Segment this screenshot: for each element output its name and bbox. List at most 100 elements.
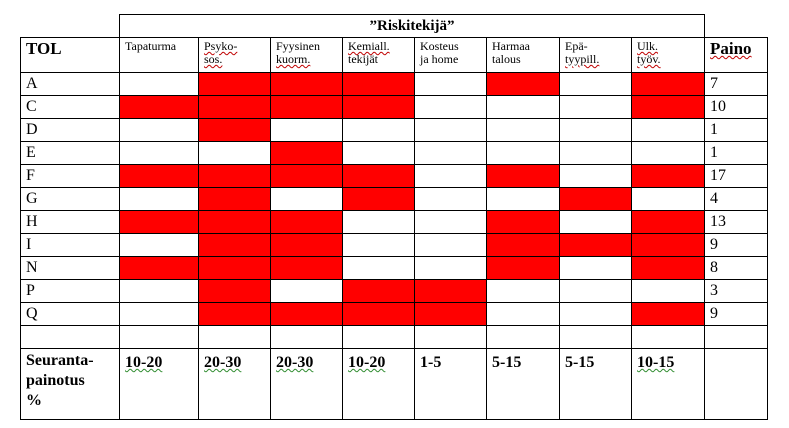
table-row: C 10 — [20, 95, 768, 119]
risk-cell-marked — [270, 95, 343, 119]
blank-cell — [631, 325, 705, 349]
risk-cell-marked — [559, 233, 632, 257]
tol-code: F — [20, 164, 120, 188]
seurantapainotus-value: 5-15 — [559, 348, 632, 420]
blank-cell — [414, 325, 487, 349]
risk-cell-empty — [559, 118, 632, 142]
risk-cell-marked — [119, 256, 199, 280]
blank-cell — [270, 325, 343, 349]
risk-cell-empty — [559, 164, 632, 188]
risk-cell-empty — [414, 118, 487, 142]
risk-cell-marked — [342, 95, 415, 119]
column-header-harmaa-talous: Harmaa talous — [486, 37, 560, 73]
risk-cell-empty — [119, 302, 199, 326]
risk-cell-empty — [559, 210, 632, 234]
risk-cell-marked — [486, 164, 560, 188]
risk-cell-empty — [270, 187, 343, 211]
risk-cell-marked — [198, 164, 271, 188]
blank-cell — [20, 325, 120, 349]
risk-cell-empty — [559, 95, 632, 119]
risk-cell-marked — [486, 256, 560, 280]
risk-cell-empty — [414, 233, 487, 257]
column-header-epatyypillinen: Epä-tyypill. — [559, 37, 632, 73]
risk-cell-empty — [270, 118, 343, 142]
column-header-psykososiaalinen: Psyko-sos. — [198, 37, 271, 73]
risk-cell-marked — [631, 256, 705, 280]
blank-cell — [559, 325, 632, 349]
risk-cell-marked — [631, 210, 705, 234]
risk-cell-marked — [342, 279, 415, 303]
risk-cell-empty — [486, 187, 560, 211]
risk-cell-empty — [559, 256, 632, 280]
risk-cell-empty — [486, 118, 560, 142]
risk-cell-marked — [198, 187, 271, 211]
risk-cell-empty — [119, 141, 199, 165]
risk-cell-empty — [119, 233, 199, 257]
blank-cell — [486, 325, 560, 349]
risk-cell-empty — [486, 141, 560, 165]
paino-value: 9 — [704, 233, 768, 257]
risk-cell-marked — [270, 256, 343, 280]
tol-code: H — [20, 210, 120, 234]
seurantapainotus-value: 10-20 — [119, 348, 199, 420]
risk-cell-marked — [198, 279, 271, 303]
tol-code: I — [20, 233, 120, 257]
risk-cell-empty — [342, 118, 415, 142]
table-row: H 13 — [20, 210, 768, 234]
risk-cell-empty — [198, 141, 271, 165]
table-title: ”Riskitekijä” — [119, 14, 705, 38]
blank-cell — [704, 325, 768, 349]
risk-cell-empty — [631, 141, 705, 165]
risk-cell-empty — [342, 256, 415, 280]
tol-code: C — [20, 95, 120, 119]
paino-value: 8 — [704, 256, 768, 280]
risk-cell-marked — [270, 210, 343, 234]
risk-cell-marked — [198, 210, 271, 234]
risk-cell-empty — [119, 187, 199, 211]
column-header-ulkomainen-tyovoima: Ulk. työv. — [631, 37, 705, 73]
risk-cell-empty — [119, 72, 199, 96]
risk-cell-marked — [486, 233, 560, 257]
risk-cell-marked — [631, 95, 705, 119]
column-header-kosteus-ja-home: Kosteus ja home — [414, 37, 487, 73]
risk-cell-empty — [414, 164, 487, 188]
risk-cell-marked — [559, 187, 632, 211]
risk-cell-marked — [198, 118, 271, 142]
corner-blank-right — [704, 14, 768, 38]
risk-cell-empty — [119, 279, 199, 303]
risk-cell-marked — [631, 164, 705, 188]
risk-cell-marked — [198, 72, 271, 96]
seurantapainotus-label: Seuranta-painotus% — [20, 348, 120, 420]
blank-row — [20, 325, 768, 349]
risk-cell-marked — [342, 187, 415, 211]
risk-cell-empty — [631, 279, 705, 303]
risk-cell-marked — [414, 279, 487, 303]
risk-cell-empty — [486, 302, 560, 326]
blank-cell — [342, 325, 415, 349]
risk-cell-marked — [198, 256, 271, 280]
footer-blank-cell — [704, 348, 768, 420]
paino-value: 1 — [704, 141, 768, 165]
risk-cell-empty — [486, 95, 560, 119]
seurantapainotus-value: 20-30 — [198, 348, 271, 420]
table-row: F 17 — [20, 164, 768, 188]
paino-value: 9 — [704, 302, 768, 326]
risk-cell-marked — [631, 72, 705, 96]
paino-value: 7 — [704, 72, 768, 96]
risk-cell-marked — [119, 210, 199, 234]
risk-cell-marked — [119, 95, 199, 119]
column-header-kemialliset-tekijat: Kemiall. tekijät — [342, 37, 415, 73]
risk-cell-empty — [559, 279, 632, 303]
risk-cell-empty — [559, 72, 632, 96]
risk-cell-empty — [414, 210, 487, 234]
risk-cell-empty — [414, 187, 487, 211]
risk-cell-marked — [198, 233, 271, 257]
paino-header: Paino — [704, 37, 768, 73]
